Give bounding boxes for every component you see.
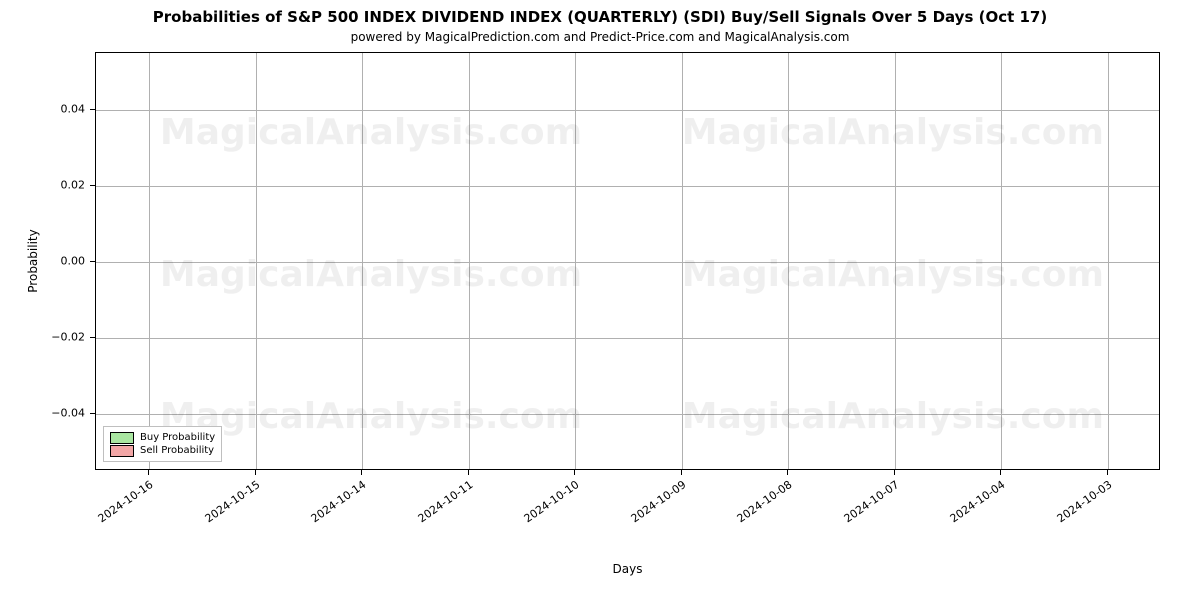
y-tick-label: 0.02 — [61, 179, 86, 192]
x-tick-label: 2024-10-10 — [522, 478, 582, 525]
y-tick — [90, 109, 95, 110]
x-tick — [361, 470, 362, 475]
x-axis-label: Days — [613, 562, 643, 576]
y-tick — [90, 413, 95, 414]
y-tick-label: −0.02 — [51, 331, 85, 344]
x-tick-label: 2024-10-09 — [628, 478, 688, 525]
x-tick — [681, 470, 682, 475]
x-tick — [255, 470, 256, 475]
x-tick-label: 2024-10-07 — [841, 478, 901, 525]
gridline-vertical — [682, 53, 683, 469]
gridline-vertical — [1001, 53, 1002, 469]
y-tick — [90, 337, 95, 338]
y-tick — [90, 185, 95, 186]
legend-swatch — [110, 445, 134, 457]
y-tick — [90, 261, 95, 262]
x-tick — [1000, 470, 1001, 475]
gridline-vertical — [575, 53, 576, 469]
watermark-text: MagicalAnalysis.com — [682, 396, 1104, 437]
y-tick-label: 0.04 — [61, 103, 86, 116]
x-tick-label: 2024-10-08 — [735, 478, 795, 525]
x-tick-label: 2024-10-04 — [948, 478, 1008, 525]
plot-area: MagicalAnalysis.com MagicalAnalysis.com Ma… — [95, 52, 1160, 470]
x-tick-label: 2024-10-15 — [202, 478, 262, 525]
x-tick-label: 2024-10-03 — [1054, 478, 1114, 525]
x-tick — [787, 470, 788, 475]
gridline-vertical — [895, 53, 896, 469]
watermark-text: MagicalAnalysis.com — [160, 112, 582, 153]
gridline-vertical — [1108, 53, 1109, 469]
x-tick-label: 2024-10-11 — [415, 478, 475, 525]
watermark-text: MagicalAnalysis.com — [160, 254, 582, 295]
watermark-text: MagicalAnalysis.com — [160, 396, 582, 437]
chart-title: Probabilities of S&P 500 INDEX DIVIDEND … — [0, 8, 1200, 26]
x-tick — [894, 470, 895, 475]
x-tick-label: 2024-10-16 — [96, 478, 156, 525]
x-tick — [1107, 470, 1108, 475]
gridline-vertical — [149, 53, 150, 469]
y-tick-label: −0.04 — [51, 407, 85, 420]
y-axis-label: Probability — [26, 229, 40, 292]
chart-figure: Probabilities of S&P 500 INDEX DIVIDEND … — [0, 0, 1200, 600]
legend-swatch — [110, 432, 134, 444]
x-tick — [148, 470, 149, 475]
chart-subtitle: powered by MagicalPrediction.com and Pre… — [0, 30, 1200, 44]
x-tick — [574, 470, 575, 475]
watermark-text: MagicalAnalysis.com — [682, 112, 1104, 153]
gridline-vertical — [788, 53, 789, 469]
x-tick — [468, 470, 469, 475]
x-tick-label: 2024-10-14 — [309, 478, 369, 525]
chart-legend: Buy ProbabilitySell Probability — [103, 426, 222, 462]
legend-label: Sell Probability — [140, 444, 214, 457]
watermark-text: MagicalAnalysis.com — [682, 254, 1104, 295]
legend-item: Sell Probability — [110, 444, 215, 457]
legend-label: Buy Probability — [140, 431, 215, 444]
legend-item: Buy Probability — [110, 431, 215, 444]
gridline-vertical — [469, 53, 470, 469]
gridline-vertical — [362, 53, 363, 469]
y-tick-label: 0.00 — [61, 255, 86, 268]
gridline-vertical — [256, 53, 257, 469]
